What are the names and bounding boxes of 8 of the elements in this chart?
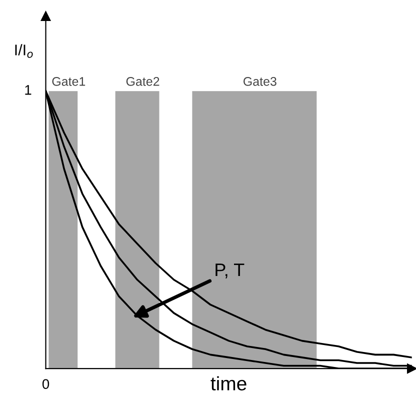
- annotation: P, T: [216, 264, 244, 278]
- y-axis-title: I/I$_{o}$: [15, 44, 33, 58]
- x-axis-title: time: [210, 376, 246, 390]
- text: Gate2: [126, 77, 160, 86]
- text: 0: [42, 379, 50, 389]
- text: 1: [25, 85, 32, 95]
- text: Gate3: [244, 77, 276, 86]
- text: Gate1: [52, 77, 86, 86]
